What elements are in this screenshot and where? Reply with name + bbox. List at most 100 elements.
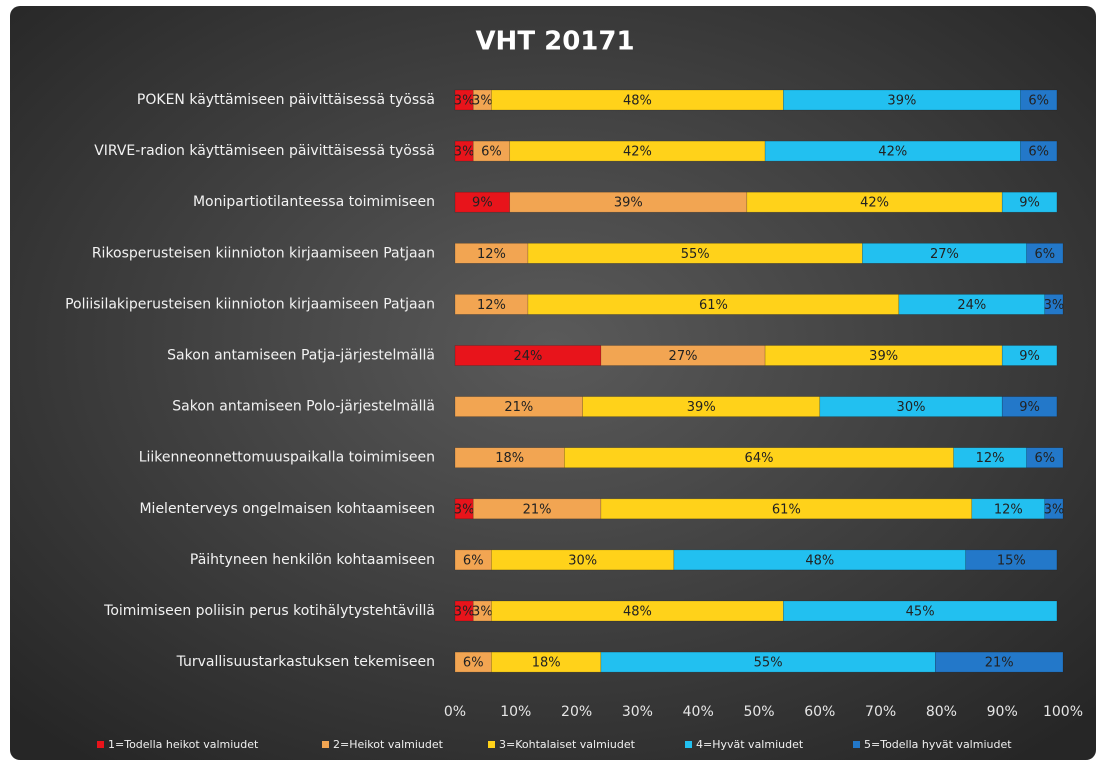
x-tick-label: 10% <box>500 704 531 720</box>
data-label: 21% <box>504 400 533 415</box>
category-label: Mielenterveys ongelmaisen kohtaamiseen <box>139 501 435 517</box>
data-label: 48% <box>805 553 834 568</box>
x-tick-label: 80% <box>926 704 957 720</box>
data-label: 3% <box>1044 502 1065 517</box>
data-label: 39% <box>687 400 716 415</box>
data-label: 12% <box>976 451 1005 466</box>
data-label: 18% <box>495 451 524 466</box>
x-tick-label: 90% <box>987 704 1018 720</box>
data-label: 39% <box>614 196 643 211</box>
data-label: 12% <box>477 247 506 262</box>
bar-segment <box>472 600 492 622</box>
bar-segment <box>1001 396 1058 417</box>
data-label: 3% <box>454 605 475 620</box>
legend-swatch <box>488 741 495 748</box>
category-label: Rikosperusteisen kiinnioton kirjaamiseen… <box>92 245 435 261</box>
data-label: 39% <box>869 349 898 364</box>
category-label: Turvallisuustarkastuksen tekemiseen <box>176 654 435 670</box>
data-label: 3% <box>454 94 475 109</box>
x-tick-label: 100% <box>1043 704 1083 720</box>
data-label: 61% <box>699 298 728 313</box>
category-label: Sakon antamiseen Polo-järjestelmällä <box>172 399 435 415</box>
category-label: Päihtyneen henkilön kohtaamiseen <box>190 552 435 568</box>
bar-segment <box>1026 243 1064 264</box>
data-label: 45% <box>906 605 935 620</box>
bar-segment <box>472 89 492 111</box>
data-label: 3% <box>472 94 493 109</box>
chart-title: VHT 20171 <box>475 27 634 57</box>
data-label: 6% <box>481 145 502 160</box>
bar-segment <box>509 191 748 213</box>
x-tick-label: 60% <box>804 704 835 720</box>
data-label: 6% <box>463 553 484 568</box>
x-tick-label: 50% <box>743 704 774 720</box>
legend-swatch <box>97 741 104 748</box>
data-label: 9% <box>1019 349 1040 364</box>
data-label: 55% <box>754 656 783 671</box>
data-label: 6% <box>1028 145 1049 160</box>
data-label: 42% <box>878 145 907 160</box>
data-label: 24% <box>514 349 543 364</box>
data-label: 42% <box>623 145 652 160</box>
data-label: 3% <box>1044 298 1065 313</box>
data-label: 9% <box>1019 400 1040 415</box>
bar-segment <box>965 549 1058 571</box>
data-label: 30% <box>897 400 926 415</box>
bar-segment <box>600 651 936 673</box>
bar-segment <box>1026 447 1064 469</box>
data-label: 12% <box>477 298 506 313</box>
x-tick-label: 40% <box>683 704 714 720</box>
data-label: 9% <box>1019 196 1040 211</box>
bar-segment <box>1001 345 1058 366</box>
data-label: 27% <box>930 247 959 262</box>
data-label: 9% <box>472 196 493 211</box>
legend-swatch <box>853 741 860 748</box>
data-label: 6% <box>463 656 484 671</box>
data-label: 61% <box>772 502 801 517</box>
category-label: POKEN käyttämiseen päivittäisessä työssä <box>137 92 435 108</box>
x-tick-label: 0% <box>444 704 466 720</box>
category-label: Monipartiotilanteessa toimimiseen <box>193 194 435 210</box>
data-label: 24% <box>957 298 986 313</box>
bar-segment <box>935 651 1064 673</box>
data-label: 3% <box>454 502 475 517</box>
data-label: 55% <box>681 247 710 262</box>
chart-background <box>10 6 1096 760</box>
data-label: 3% <box>472 605 493 620</box>
x-tick-label: 30% <box>622 704 653 720</box>
data-label: 30% <box>568 553 597 568</box>
category-label: Poliisilakiperusteisen kiinnioton kirjaa… <box>65 296 435 312</box>
data-label: 48% <box>623 605 652 620</box>
legend-label: 1=Todella heikot valmiudet <box>108 738 259 751</box>
data-label: 21% <box>523 502 552 517</box>
data-label: 64% <box>745 451 774 466</box>
bar-segment <box>1001 191 1058 213</box>
legend-swatch <box>685 741 692 748</box>
category-label: Liikenneonnettomuuspaikalla toimimiseen <box>139 450 435 466</box>
data-label: 12% <box>994 502 1023 517</box>
data-label: 48% <box>623 94 652 109</box>
x-tick-label: 70% <box>865 704 896 720</box>
bar-segment <box>819 396 1003 417</box>
data-label: 18% <box>532 656 561 671</box>
data-label: 42% <box>860 196 889 211</box>
bar-segment <box>1044 498 1064 520</box>
category-label: Sakon antamiseen Patja-järjestelmällä <box>167 348 435 364</box>
bar-segment <box>783 600 1058 622</box>
data-label: 3% <box>454 145 475 160</box>
bar-segment <box>1020 140 1058 162</box>
data-label: 6% <box>1028 94 1049 109</box>
data-label: 39% <box>887 94 916 109</box>
data-label: 15% <box>997 553 1026 568</box>
data-label: 27% <box>669 349 698 364</box>
bar-segment <box>1020 89 1058 111</box>
data-label: 6% <box>1034 451 1055 466</box>
legend-label: 4=Hyvät valmiudet <box>696 738 804 751</box>
category-label: Toimimiseen poliisin perus kotihälytyste… <box>103 603 435 619</box>
legend-label: 3=Kohtalaiset valmiudet <box>499 738 636 751</box>
x-tick-label: 20% <box>561 704 592 720</box>
bar-segment <box>1044 294 1064 315</box>
data-label: 6% <box>1034 247 1055 262</box>
